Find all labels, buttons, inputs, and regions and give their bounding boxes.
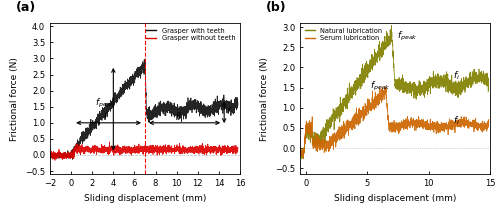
Legend: Grasper with teeth, Grasper without teeth: Grasper with teeth, Grasper without teet… <box>145 26 236 42</box>
Text: (a): (a) <box>16 1 36 14</box>
X-axis label: Sliding displacement (mm): Sliding displacement (mm) <box>84 194 206 203</box>
Text: $f_i$: $f_i$ <box>453 70 460 82</box>
Y-axis label: Frictional force (N): Frictional force (N) <box>260 57 270 141</box>
Text: $f_i$: $f_i$ <box>453 114 460 127</box>
X-axis label: Sliding displacement (mm): Sliding displacement (mm) <box>334 194 456 203</box>
Text: I: I <box>104 112 106 122</box>
Legend: Natural lubrication, Serum lubrication: Natural lubrication, Serum lubrication <box>304 26 384 42</box>
Text: $f_{peak}$: $f_{peak}$ <box>397 30 417 43</box>
Text: $f_{peak}$: $f_{peak}$ <box>370 80 390 93</box>
Y-axis label: Frictional force (N): Frictional force (N) <box>10 57 20 141</box>
Text: $f_i$: $f_i$ <box>226 106 233 118</box>
Text: II: II <box>176 112 182 122</box>
Text: $f_{peak}$: $f_{peak}$ <box>96 97 116 110</box>
Text: (b): (b) <box>266 1 286 14</box>
